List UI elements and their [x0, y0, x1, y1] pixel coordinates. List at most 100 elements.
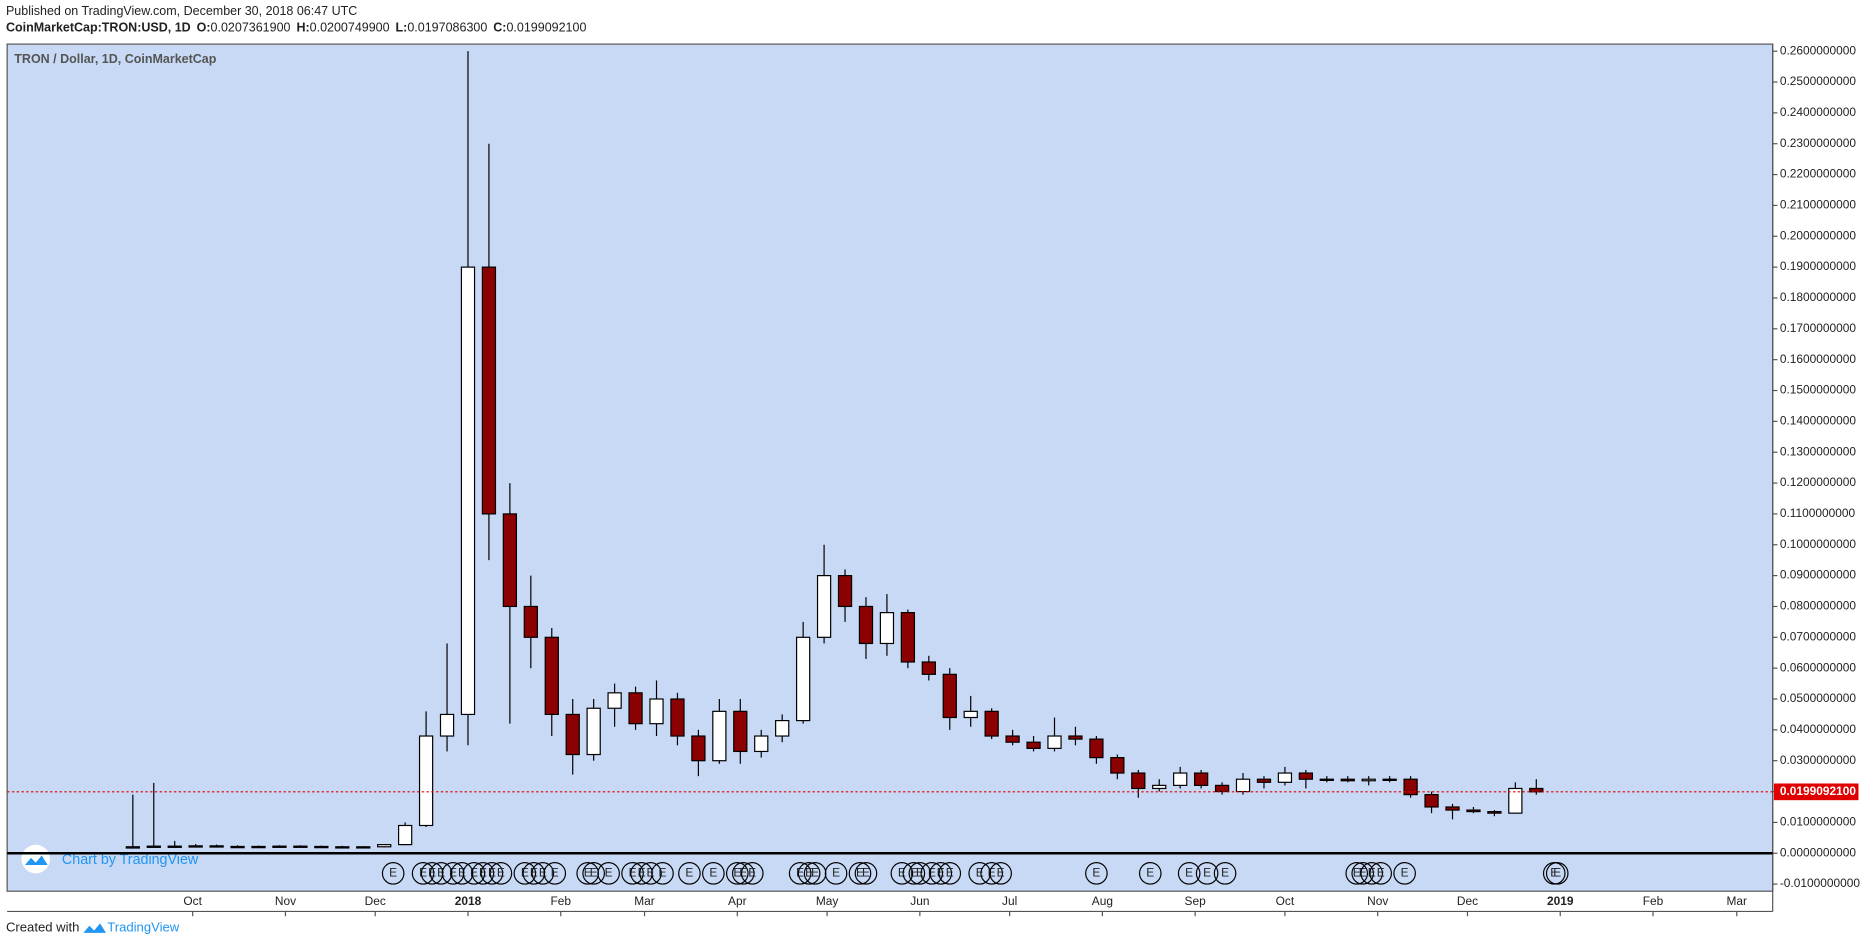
event-label: E	[1553, 865, 1561, 879]
event-marker	[597, 862, 620, 885]
event-marker	[725, 862, 749, 885]
ohlc-value: 0.0199092100	[506, 21, 586, 35]
candle-body	[1047, 735, 1062, 749]
candle-body	[607, 692, 622, 709]
x-tick-label: Oct	[183, 894, 202, 908]
candle-body	[251, 845, 266, 849]
event-label: E	[928, 865, 936, 879]
event-label: E	[988, 865, 996, 879]
event-label: E	[479, 865, 487, 879]
footer-brand: TradingView	[107, 920, 180, 935]
ohlc-value: 0.0200749900	[310, 21, 390, 35]
x-tick-label: Apr	[728, 894, 747, 908]
candle-body	[1173, 772, 1188, 786]
event-label: E	[488, 865, 496, 879]
footer-logo	[83, 923, 107, 933]
event-marker	[411, 862, 435, 885]
ohlc-label: O:	[197, 21, 211, 35]
event-label: E	[470, 865, 478, 879]
event-marker	[920, 862, 944, 885]
x-tick-label: Feb	[1643, 894, 1664, 908]
x-tick-label: May	[816, 894, 839, 908]
logo-badge	[21, 844, 51, 874]
event-label: E	[937, 865, 945, 879]
event-marker	[381, 862, 405, 885]
last-price-label: 0.0199092100	[1780, 784, 1857, 798]
event-marker	[938, 862, 962, 885]
candle-body	[984, 710, 999, 737]
candle-body	[377, 844, 392, 848]
event-marker	[471, 862, 495, 885]
y-tick-label: 0.1200000000	[1780, 475, 1857, 489]
event-marker	[621, 862, 644, 885]
y-tick-label: 0.0600000000	[1780, 660, 1857, 674]
candle-body	[1235, 778, 1251, 793]
event-marker	[1085, 862, 1108, 885]
event-marker	[902, 862, 926, 885]
y-tick-label: 0.1000000000	[1780, 537, 1857, 551]
candle-body	[314, 845, 329, 849]
event-label: E	[659, 865, 667, 879]
event-label: E	[497, 865, 505, 879]
event-marker	[848, 862, 872, 885]
event-label: E	[709, 865, 717, 879]
candle-body	[356, 846, 371, 849]
event-label: E	[1221, 865, 1229, 879]
x-tick-label: Sep	[1185, 894, 1207, 908]
plot-area	[6, 43, 1774, 892]
y-tick-label: 0.2300000000	[1780, 136, 1857, 150]
candle-body	[1445, 806, 1460, 811]
y-tick-label: 0.1800000000	[1780, 290, 1857, 304]
candle-body	[439, 713, 455, 737]
candle-body	[1298, 772, 1314, 780]
event-marker	[731, 862, 755, 885]
candle-body	[649, 698, 664, 725]
ohlc-value: 0.0197086300	[407, 21, 487, 35]
event-label: E	[862, 865, 870, 879]
event-marker	[1195, 862, 1219, 885]
event-label: E	[1359, 865, 1367, 879]
candle-body	[1508, 787, 1523, 814]
candle-body	[712, 710, 727, 762]
event-marker	[1545, 862, 1569, 885]
candle-body	[691, 735, 706, 762]
event-marker	[1213, 862, 1237, 885]
candle-body	[795, 636, 811, 722]
event-marker	[890, 862, 914, 885]
event-marker	[480, 862, 504, 885]
symbol: CoinMarketCap:TRON:USD, 1D	[6, 21, 191, 35]
candle-body	[816, 575, 832, 638]
candle-body	[272, 845, 287, 848]
event-label: E	[1185, 865, 1193, 879]
event-label: E	[805, 865, 813, 879]
event-label: E	[449, 865, 457, 879]
candle-body	[1277, 772, 1293, 783]
y-tick-label: 0.2500000000	[1780, 74, 1857, 88]
candle-body	[670, 698, 685, 737]
y-tick-label: 0.1400000000	[1780, 414, 1857, 428]
candle-body	[733, 710, 748, 753]
candle-body	[1193, 772, 1209, 786]
candle-body	[1152, 784, 1167, 790]
event-label: E	[856, 865, 864, 879]
event-marker	[929, 862, 953, 885]
event-label: E	[1203, 865, 1211, 879]
event-label: E	[437, 865, 445, 879]
candle-body	[837, 575, 853, 608]
candle-body	[1382, 778, 1397, 781]
event-label: E	[739, 865, 747, 879]
x-tick-label: Jun	[910, 894, 929, 908]
candle-body	[188, 845, 203, 848]
candle-body	[1110, 757, 1125, 774]
event-label: E	[521, 865, 529, 879]
event-marker	[651, 862, 674, 885]
event-label: E	[1368, 865, 1376, 879]
x-tick-label: Nov	[1367, 894, 1388, 908]
y-tick-label: 0.0700000000	[1780, 629, 1857, 643]
y-tick-label: 0.1600000000	[1780, 352, 1857, 366]
candle-body	[418, 735, 434, 827]
event-label: E	[796, 865, 804, 879]
event-marker	[1360, 862, 1384, 885]
event-marker	[824, 862, 848, 885]
